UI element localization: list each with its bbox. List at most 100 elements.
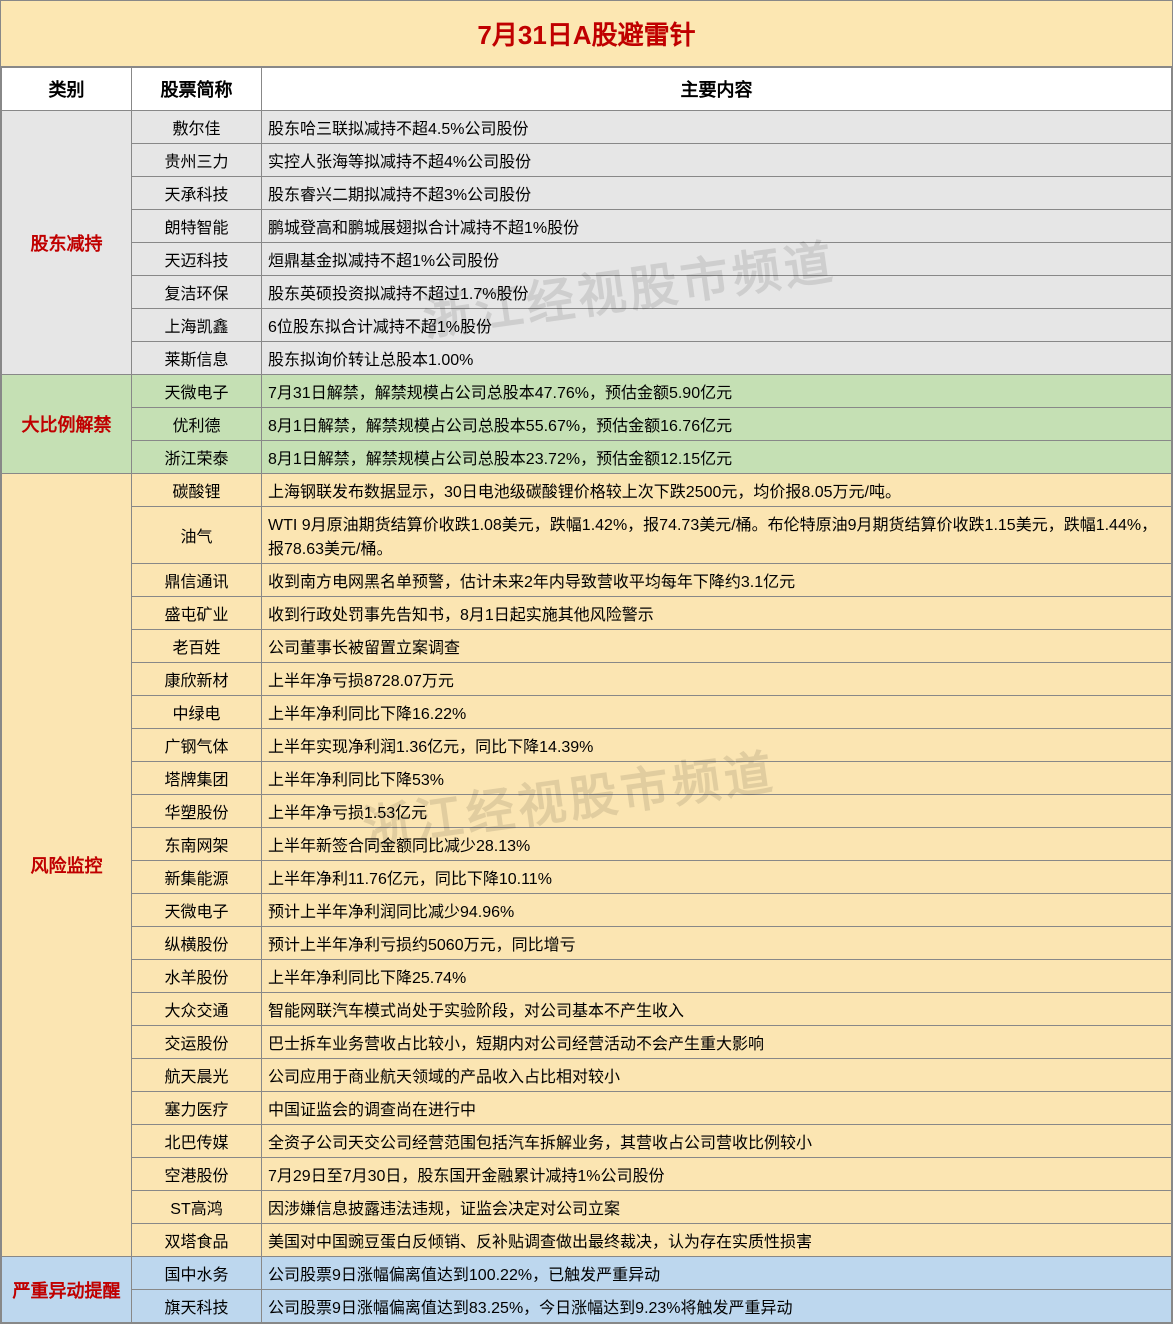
content-cell: 上半年新签合同金额同比减少28.13%: [262, 828, 1172, 861]
table-row: 双塔食品美国对中国豌豆蛋白反倾销、反补贴调查做出最终裁决，认为存在实质性损害: [2, 1224, 1172, 1257]
content-cell: 公司应用于商业航天领域的产品收入占比相对较小: [262, 1059, 1172, 1092]
table-row: 新集能源上半年净利11.76亿元，同比下降10.11%: [2, 861, 1172, 894]
stock-cell: 水羊股份: [132, 960, 262, 993]
stock-cell: 碳酸锂: [132, 474, 262, 507]
stock-cell: 华塑股份: [132, 795, 262, 828]
category-cell: 风险监控: [2, 474, 132, 1257]
stock-cell: 上海凯鑫: [132, 309, 262, 342]
content-cell: 上半年净亏损1.53亿元: [262, 795, 1172, 828]
stock-cell: 优利德: [132, 408, 262, 441]
content-cell: 收到南方电网黑名单预警，估计未来2年内导致营收平均每年下降约3.1亿元: [262, 564, 1172, 597]
table-row: 股东减持敷尔佳股东哈三联拟减持不超4.5%公司股份: [2, 111, 1172, 144]
content-cell: 6位股东拟合计减持不超1%股份: [262, 309, 1172, 342]
stock-cell: 老百姓: [132, 630, 262, 663]
stock-cell: 塞力医疗: [132, 1092, 262, 1125]
content-cell: 预计上半年净利亏损约5060万元，同比增亏: [262, 927, 1172, 960]
content-cell: 全资子公司天交公司经营范围包括汽车拆解业务，其营收占公司营收比例较小: [262, 1125, 1172, 1158]
table-row: 北巴传媒全资子公司天交公司经营范围包括汽车拆解业务，其营收占公司营收比例较小: [2, 1125, 1172, 1158]
content-cell: 8月1日解禁，解禁规模占公司总股本23.72%，预估金额12.15亿元: [262, 441, 1172, 474]
table-row: 纵横股份预计上半年净利亏损约5060万元，同比增亏: [2, 927, 1172, 960]
stock-cell: 双塔食品: [132, 1224, 262, 1257]
stock-cell: 交运股份: [132, 1026, 262, 1059]
page-container: 7月31日A股避雷针 浙江经视股市频道 浙江经视股市频道 类别 股票简称 主要内…: [0, 0, 1173, 1324]
table-row: 朗特智能鹏城登高和鹏城展翅拟合计减持不超1%股份: [2, 210, 1172, 243]
content-cell: 上海钢联发布数据显示，30日电池级碳酸锂价格较上次下跌2500元，均价报8.05…: [262, 474, 1172, 507]
category-cell: 股东减持: [2, 111, 132, 375]
content-cell: 美国对中国豌豆蛋白反倾销、反补贴调查做出最终裁决，认为存在实质性损害: [262, 1224, 1172, 1257]
table-row: 塞力医疗中国证监会的调查尚在进行中: [2, 1092, 1172, 1125]
table-row: 交运股份巴士拆车业务营收占比较小，短期内对公司经营活动不会产生重大影响: [2, 1026, 1172, 1059]
stock-cell: 国中水务: [132, 1257, 262, 1290]
col-header-category: 类别: [2, 68, 132, 111]
col-header-content: 主要内容: [262, 68, 1172, 111]
stock-cell: 盛屯矿业: [132, 597, 262, 630]
table-row: 旗天科技公司股票9日涨幅偏离值达到83.25%，今日涨幅达到9.23%将触发严重…: [2, 1290, 1172, 1323]
stock-cell: 大众交通: [132, 993, 262, 1026]
table-row: 康欣新材上半年净亏损8728.07万元: [2, 663, 1172, 696]
content-cell: 上半年净利11.76亿元，同比下降10.11%: [262, 861, 1172, 894]
content-cell: 收到行政处罚事先告知书，8月1日起实施其他风险警示: [262, 597, 1172, 630]
content-cell: 股东拟询价转让总股本1.00%: [262, 342, 1172, 375]
content-cell: 巴士拆车业务营收占比较小，短期内对公司经营活动不会产生重大影响: [262, 1026, 1172, 1059]
content-cell: 上半年净亏损8728.07万元: [262, 663, 1172, 696]
category-cell: 严重异动提醒: [2, 1257, 132, 1323]
stock-cell: 莱斯信息: [132, 342, 262, 375]
stock-cell: 天微电子: [132, 894, 262, 927]
stock-cell: 朗特智能: [132, 210, 262, 243]
table-row: 华塑股份上半年净亏损1.53亿元: [2, 795, 1172, 828]
stock-cell: 浙江荣泰: [132, 441, 262, 474]
content-cell: 上半年净利同比下降25.74%: [262, 960, 1172, 993]
stock-cell: 天迈科技: [132, 243, 262, 276]
table-row: 天承科技股东睿兴二期拟减持不超3%公司股份: [2, 177, 1172, 210]
table-row: 复洁环保股东英硕投资拟减持不超过1.7%股份: [2, 276, 1172, 309]
stock-cell: 广钢气体: [132, 729, 262, 762]
table-row: 中绿电上半年净利同比下降16.22%: [2, 696, 1172, 729]
content-cell: 股东英硕投资拟减持不超过1.7%股份: [262, 276, 1172, 309]
table-header-row: 类别 股票简称 主要内容: [2, 68, 1172, 111]
table-row: ST高鸿因涉嫌信息披露违法违规，证监会决定对公司立案: [2, 1191, 1172, 1224]
stock-cell: 纵横股份: [132, 927, 262, 960]
stock-cell: 塔牌集团: [132, 762, 262, 795]
content-cell: 股东哈三联拟减持不超4.5%公司股份: [262, 111, 1172, 144]
table-row: 莱斯信息股东拟询价转让总股本1.00%: [2, 342, 1172, 375]
content-cell: 预计上半年净利润同比减少94.96%: [262, 894, 1172, 927]
stock-cell: 中绿电: [132, 696, 262, 729]
content-cell: WTI 9月原油期货结算价收跌1.08美元，跌幅1.42%，报74.73美元/桶…: [262, 507, 1172, 564]
content-cell: 智能网联汽车模式尚处于实验阶段，对公司基本不产生收入: [262, 993, 1172, 1026]
table-row: 天迈科技烜鼎基金拟减持不超1%公司股份: [2, 243, 1172, 276]
content-cell: 上半年净利同比下降16.22%: [262, 696, 1172, 729]
table-row: 浙江荣泰8月1日解禁，解禁规模占公司总股本23.72%，预估金额12.15亿元: [2, 441, 1172, 474]
table-row: 空港股份7月29日至7月30日，股东国开金融累计减持1%公司股份: [2, 1158, 1172, 1191]
content-cell: 公司股票9日涨幅偏离值达到100.22%，已触发严重异动: [262, 1257, 1172, 1290]
stock-cell: 敷尔佳: [132, 111, 262, 144]
risk-table: 类别 股票简称 主要内容 股东减持敷尔佳股东哈三联拟减持不超4.5%公司股份贵州…: [1, 67, 1172, 1323]
stock-cell: 东南网架: [132, 828, 262, 861]
title-bar: 7月31日A股避雷针: [1, 1, 1172, 67]
stock-cell: 贵州三力: [132, 144, 262, 177]
stock-cell: 空港股份: [132, 1158, 262, 1191]
table-row: 大众交通智能网联汽车模式尚处于实验阶段，对公司基本不产生收入: [2, 993, 1172, 1026]
table-row: 天微电子预计上半年净利润同比减少94.96%: [2, 894, 1172, 927]
table-row: 航天晨光公司应用于商业航天领域的产品收入占比相对较小: [2, 1059, 1172, 1092]
table-row: 严重异动提醒国中水务公司股票9日涨幅偏离值达到100.22%，已触发严重异动: [2, 1257, 1172, 1290]
stock-cell: 油气: [132, 507, 262, 564]
content-cell: 鹏城登高和鹏城展翅拟合计减持不超1%股份: [262, 210, 1172, 243]
stock-cell: 复洁环保: [132, 276, 262, 309]
stock-cell: 航天晨光: [132, 1059, 262, 1092]
content-cell: 股东睿兴二期拟减持不超3%公司股份: [262, 177, 1172, 210]
table-row: 老百姓公司董事长被留置立案调查: [2, 630, 1172, 663]
stock-cell: 鼎信通讯: [132, 564, 262, 597]
stock-cell: 北巴传媒: [132, 1125, 262, 1158]
table-row: 水羊股份上半年净利同比下降25.74%: [2, 960, 1172, 993]
content-cell: 8月1日解禁，解禁规模占公司总股本55.67%，预估金额16.76亿元: [262, 408, 1172, 441]
content-cell: 公司股票9日涨幅偏离值达到83.25%，今日涨幅达到9.23%将触发严重异动: [262, 1290, 1172, 1323]
content-cell: 上半年净利同比下降53%: [262, 762, 1172, 795]
table-row: 塔牌集团上半年净利同比下降53%: [2, 762, 1172, 795]
table-row: 东南网架上半年新签合同金额同比减少28.13%: [2, 828, 1172, 861]
table-row: 风险监控碳酸锂上海钢联发布数据显示，30日电池级碳酸锂价格较上次下跌2500元，…: [2, 474, 1172, 507]
content-cell: 实控人张海等拟减持不超4%公司股份: [262, 144, 1172, 177]
table-row: 上海凯鑫6位股东拟合计减持不超1%股份: [2, 309, 1172, 342]
stock-cell: 康欣新材: [132, 663, 262, 696]
content-cell: 中国证监会的调查尚在进行中: [262, 1092, 1172, 1125]
stock-cell: 天微电子: [132, 375, 262, 408]
